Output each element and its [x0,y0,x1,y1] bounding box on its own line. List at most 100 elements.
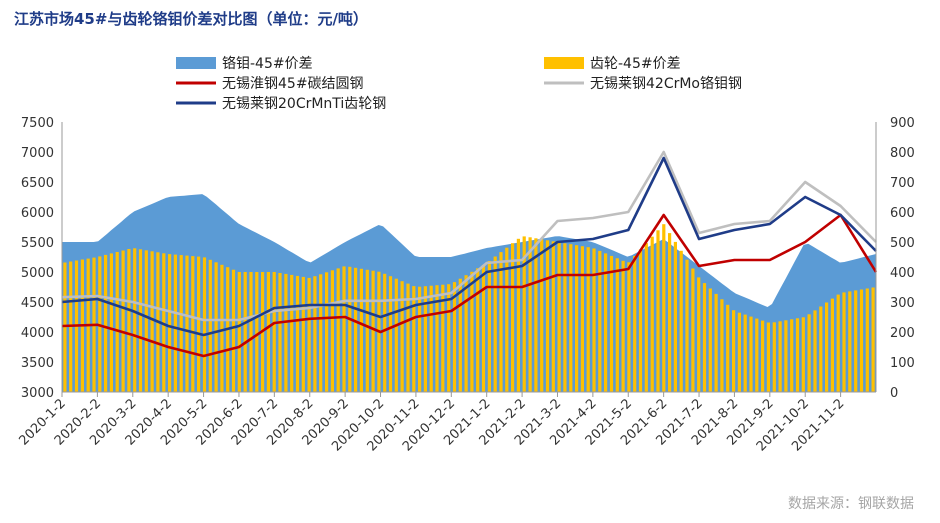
right-tick-label: 400 [890,266,915,281]
bar-gear-spread [708,288,712,392]
bar-gear-spread [278,273,282,392]
bar-gear-spread [732,310,736,392]
bar-gear-spread [150,251,154,392]
bar-gear-spread [726,304,730,392]
bar-gear-spread [493,256,497,392]
bar-gear-spread [604,253,608,392]
bar-gear-spread [325,272,329,392]
right-tick-label: 600 [890,206,915,221]
left-tick-label: 7000 [21,146,54,161]
bar-gear-spread [185,255,189,392]
legend-label: 无锡莱钢20CrMnTi齿轮钢 [222,96,386,112]
bar-gear-spread [638,249,643,392]
bar-gear-spread [394,278,398,392]
bar-gear-spread [429,285,433,392]
bar-gear-spread [766,322,770,392]
bar-gear-spread [330,270,334,392]
bar-gear-spread [854,290,858,392]
line-series-无锡莱钢42CrMo铬钼钢 [61,150,877,322]
bar-gear-spread [848,291,852,392]
bar-gear-spread [371,270,375,392]
left-tick-label: 6500 [21,176,54,191]
bar-gear-spread [208,259,212,392]
bar-gear-spread [511,243,515,392]
bar-gear-spread [359,268,363,392]
bar-gear-spread [104,254,108,392]
bar-gear-spread [412,286,416,392]
legend-label: 无锡莱钢42CrMo铬钼钢 [590,76,742,92]
bar-gear-spread [795,318,800,392]
bar-gear-spread [825,302,829,392]
bar-gear-spread [778,321,782,392]
bar-gear-spread [598,250,602,392]
bar-gear-spread [295,275,300,392]
bar-gear-spread [807,314,811,392]
bar-gear-spread [144,250,148,392]
bar-gear-spread [871,287,875,392]
bar-gear-spread [656,230,660,392]
bar-gear-spread [447,284,451,392]
bar-gear-spread [644,243,648,392]
bar-gear-spread [388,276,393,392]
area-series-crmo-spread [62,194,876,392]
bar-gear-spread [679,250,683,392]
line-series-无锡淮钢45#碳结圆钢 [61,213,878,358]
bar-gear-spread [348,266,352,392]
bar-gear-spread [487,261,491,392]
right-tick-label: 700 [890,176,915,191]
legend-swatch-box [176,57,216,69]
right-tick-label: 200 [890,326,915,341]
data-source: 数据来源：钢联数据 [788,496,914,512]
bar-gear-spread [865,288,869,392]
bar-gear-spread [575,245,579,392]
bar-gear-spread [592,248,596,392]
left-tick-label: 5500 [21,236,54,251]
bar-gear-spread [702,283,707,392]
bar-gear-spread [621,260,625,392]
bar-gear-spread [784,320,788,392]
bar-gear-spread [354,267,358,392]
bar-gear-spread [197,256,201,392]
bar-gear-spread [202,257,207,392]
bar-gear-spread [470,271,474,392]
bar-gear-spread [307,277,311,392]
bar-gear-spread [115,252,119,392]
right-tick-label: 500 [890,236,915,251]
bar-gear-spread [243,272,247,392]
bar-gear-spread [627,262,631,392]
bar-gear-spread [633,255,637,392]
bar-gear-spread [505,247,509,392]
bar-gear-spread [801,317,805,392]
bar-gear-spread [383,273,387,392]
bar-gear-spread [464,275,468,392]
bar-gear-spread [481,264,486,392]
bar-gear-spread [673,241,677,392]
bar-gear-spread [668,233,672,392]
bar-gear-spread [458,278,462,392]
bar-gear-spread [819,306,823,392]
bar-gear-spread [179,255,183,392]
bar-gear-spread [452,282,457,392]
left-tick-label: 4000 [21,326,54,341]
bar-gear-spread [615,258,619,392]
bar-gear-spread [406,283,410,392]
bar-gear-spread [237,272,241,392]
bar-gear-spread [231,269,236,392]
right-tick-label: 0 [890,386,898,401]
bar-gear-spread [284,273,288,392]
bar-gear-spread [173,254,177,392]
bar-gear-spread [127,249,131,392]
bar-gear-spread [697,277,701,392]
bar-gear-spread [609,255,614,392]
left-tick-label: 5000 [21,266,54,281]
bar-gear-spread [400,281,404,392]
bar-gear-spread [168,254,172,392]
bar-gear-spread [580,246,584,392]
chart-title: 江苏市场45#与齿轮铬钼价差对比图（单位：元/吨） [14,10,368,28]
bar-gear-spread [551,241,555,392]
bar-gear-spread [138,249,143,392]
bar-gear-spread [836,294,840,392]
bar-gear-spread [772,322,776,393]
